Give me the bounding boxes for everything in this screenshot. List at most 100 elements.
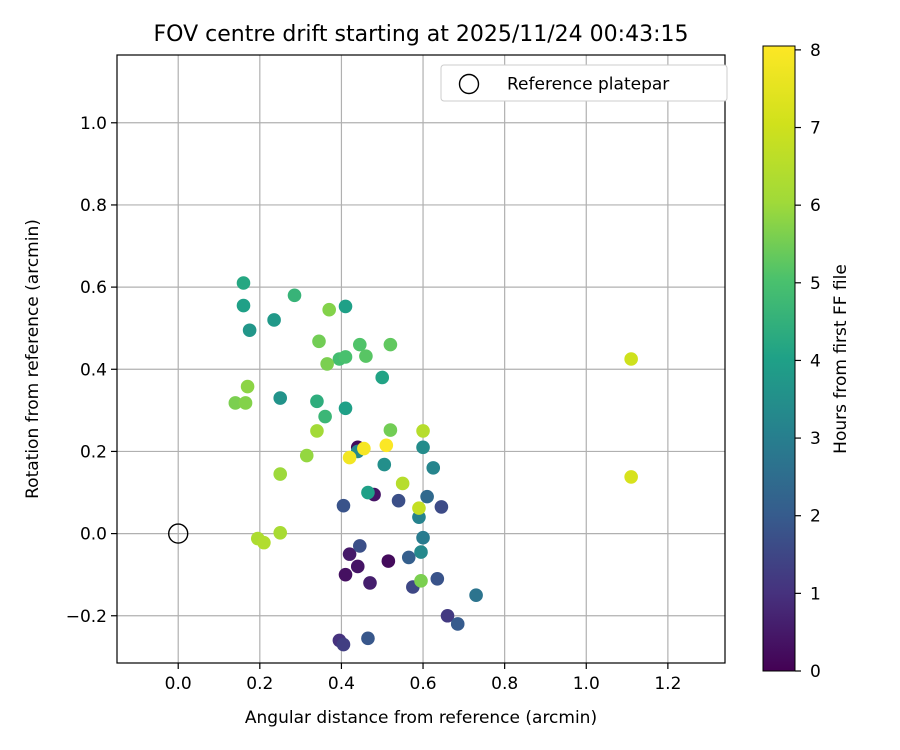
data-point — [228, 396, 243, 410]
data-point — [273, 467, 288, 481]
y-tick-label: 1.0 — [80, 114, 107, 134]
data-point — [299, 448, 314, 463]
data-point — [338, 350, 353, 364]
data-point — [359, 349, 373, 363]
data-point — [312, 334, 326, 349]
data-point — [238, 396, 253, 410]
data-point — [440, 608, 455, 623]
x-tick-label: 0.8 — [491, 674, 518, 694]
colorbar-label: Hours from first FF file — [831, 264, 851, 454]
colorbar-frame — [762, 45, 796, 672]
x-tick-label: 1.0 — [573, 674, 600, 694]
y-tick-label: 0.8 — [80, 196, 107, 216]
data-point — [379, 438, 394, 453]
y-axis-label: Rotation from reference (arcmin) — [23, 219, 43, 499]
reference-platepar-marker — [168, 523, 189, 544]
legend: Reference platepar — [440, 64, 728, 102]
data-point — [322, 302, 336, 317]
data-point — [240, 379, 255, 394]
data-point — [401, 550, 416, 565]
data-point — [414, 545, 428, 559]
data-point — [336, 498, 351, 513]
x-tick-label: 0.2 — [246, 674, 273, 694]
data-point — [391, 493, 406, 508]
data-point — [287, 288, 302, 303]
x-tick-label: 0.6 — [410, 674, 437, 694]
colorbar-tick-label: 7 — [810, 119, 821, 139]
data-point — [342, 547, 357, 561]
colorbar-tick-label: 0 — [810, 662, 821, 682]
data-point — [363, 576, 377, 590]
colorbar-gradient — [763, 46, 795, 671]
y-tick-label: 0.6 — [80, 278, 107, 298]
data-point — [416, 424, 430, 438]
x-tick-label: 0.0 — [165, 674, 192, 694]
data-point — [361, 485, 375, 500]
x-tick-label: 0.4 — [328, 674, 355, 694]
data-point — [273, 391, 288, 405]
data-point — [342, 450, 357, 465]
data-point — [377, 457, 392, 472]
data-point — [352, 539, 367, 553]
colorbar: 0 1 2 3 4 5 6 7 8 Hours from first FF file — [762, 41, 851, 682]
data-point — [338, 401, 353, 416]
colorbar-tick-label: 4 — [810, 351, 821, 371]
x-axis-ticks: 0.0 0.2 0.4 0.6 0.8 1.0 1.2 — [165, 663, 681, 694]
data-point — [361, 631, 375, 646]
colorbar-tick-label: 6 — [810, 196, 821, 216]
data-point — [412, 501, 426, 515]
data-point — [338, 299, 353, 314]
data-point — [383, 337, 398, 352]
data-point — [236, 298, 251, 313]
data-point — [375, 370, 390, 385]
y-tick-label: −0.2 — [66, 607, 107, 627]
data-point — [310, 424, 324, 438]
data-point — [267, 313, 281, 327]
data-point — [383, 423, 398, 437]
data-point — [310, 394, 324, 409]
colorbar-tick-label: 3 — [810, 429, 821, 449]
colorbar-ticks: 0 1 2 3 4 5 6 7 8 — [795, 41, 821, 682]
y-axis-ticks: −0.2 0.0 0.2 0.4 0.6 0.8 1.0 — [66, 114, 117, 627]
data-point — [352, 337, 367, 352]
data-point — [414, 574, 428, 588]
data-point — [357, 441, 371, 456]
legend-label-reference: Reference platepar — [507, 75, 669, 95]
data-point — [426, 461, 441, 475]
data-point — [338, 567, 353, 582]
data-point — [624, 352, 638, 366]
data-point — [420, 489, 434, 504]
data-points — [228, 276, 638, 652]
data-point — [242, 323, 257, 338]
colorbar-tick-label: 2 — [810, 507, 821, 527]
data-point — [236, 276, 251, 290]
data-point — [416, 440, 430, 455]
x-axis-label: Angular distance from reference (arcmin) — [245, 708, 597, 728]
colorbar-tick-label: 5 — [810, 274, 821, 294]
x-tick-label: 1.2 — [654, 674, 681, 694]
data-point — [273, 525, 288, 540]
data-point — [257, 535, 271, 550]
y-tick-label: 0.0 — [80, 525, 107, 545]
data-point — [434, 500, 449, 514]
data-point — [469, 588, 483, 603]
data-point — [336, 637, 351, 652]
data-point — [395, 476, 410, 491]
data-point — [416, 530, 430, 545]
data-point — [430, 571, 445, 586]
legend-box — [440, 64, 728, 102]
y-tick-label: 0.4 — [80, 360, 107, 380]
colorbar-tick-label: 8 — [810, 41, 821, 61]
chart-title: FOV centre drift starting at 2025/11/24 … — [154, 22, 689, 47]
data-point — [350, 559, 365, 574]
data-point — [381, 554, 396, 568]
colorbar-tick-label: 1 — [810, 584, 821, 604]
grid — [117, 55, 725, 663]
plot-area-frame — [116, 54, 726, 664]
data-point — [318, 409, 332, 424]
data-point — [320, 357, 334, 371]
data-point — [624, 470, 638, 484]
legend-marker-reference — [458, 73, 480, 95]
data-point — [450, 617, 465, 631]
